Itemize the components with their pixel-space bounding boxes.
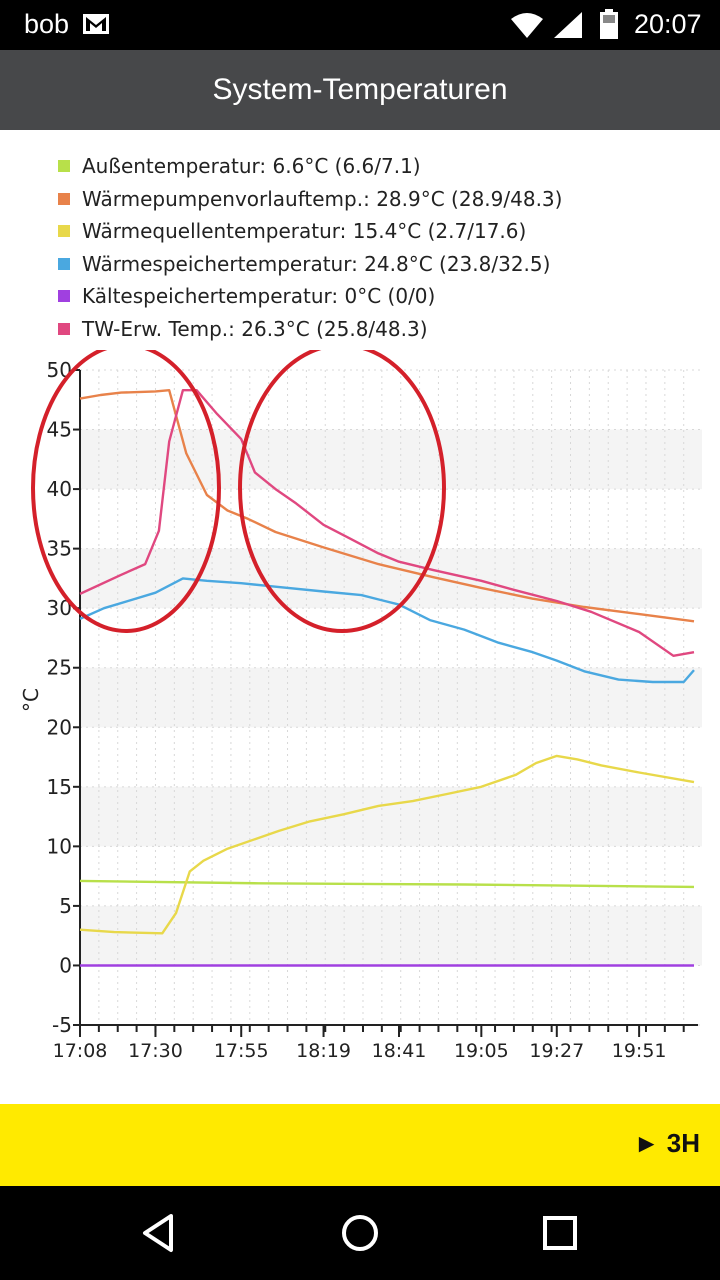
y-tick-label: 35 <box>47 537 72 561</box>
y-tick-label: -5 <box>52 1013 72 1037</box>
legend-item: Wärmespeichertemperatur: 24.8°C (23.8/32… <box>58 248 698 281</box>
grid-band <box>80 667 702 728</box>
legend-label: Kältespeichertemperatur: 0°C (0/0) <box>82 284 436 309</box>
y-tick-label: 25 <box>47 656 72 680</box>
legend-item: Außentemperatur: 6.6°C (6.6/7.1) <box>58 150 698 183</box>
legend-label: Wärmepumpenvorlauftemp.: 28.9°C (28.9/48… <box>82 186 563 211</box>
y-tick-label: 10 <box>47 834 72 858</box>
x-tick-label: 19:27 <box>529 1040 584 1062</box>
y-tick-label: 20 <box>47 715 72 739</box>
legend-swatch <box>58 192 70 205</box>
grid-band <box>80 429 702 490</box>
annotation-circle <box>238 350 446 633</box>
signal-icon <box>554 12 582 38</box>
y-tick-label: 5 <box>59 894 72 918</box>
x-tick-label: 19:51 <box>612 1040 667 1062</box>
recents-icon[interactable] <box>535 1208 585 1258</box>
home-icon[interactable] <box>335 1208 385 1258</box>
y-tick-label: 15 <box>47 775 72 799</box>
series-line <box>79 879 695 889</box>
legend-item: Kältespeichertemperatur: 0°C (0/0) <box>58 280 698 313</box>
chart-legend: Außentemperatur: 6.6°C (6.6/7.1) Wärmepum… <box>58 150 698 345</box>
legend-label: Wärmequellentemperatur: 15.4°C (2.7/17.6… <box>82 219 527 244</box>
x-tick-label: 18:19 <box>296 1040 351 1062</box>
series-line <box>79 389 695 657</box>
status-time: 20:07 <box>634 9 702 39</box>
legend-swatch <box>58 322 70 335</box>
range-3h-button[interactable]: ► 3H <box>633 1128 700 1158</box>
range-bar: ► 3H <box>0 1104 720 1186</box>
x-tick-label: 18:41 <box>372 1040 427 1062</box>
legend-swatch <box>58 225 70 238</box>
page-title: System-Temperaturen <box>212 73 508 106</box>
wifi-icon <box>511 13 543 38</box>
y-tick-label: 0 <box>59 953 72 977</box>
grid-band <box>80 786 702 847</box>
grid-band <box>80 905 702 966</box>
x-tick-label: 17:55 <box>214 1040 269 1062</box>
gmail-icon <box>83 14 109 34</box>
x-tick-label: 17:08 <box>53 1040 108 1062</box>
legend-swatch <box>58 160 70 173</box>
annotation-circle <box>31 350 221 633</box>
legend-label: Wärmespeichertemperatur: 24.8°C (23.8/32… <box>82 251 551 276</box>
legend-swatch <box>58 257 70 270</box>
y-tick-label: 40 <box>47 477 72 501</box>
status-bar: bob 20:07 <box>0 0 720 50</box>
battery-icon <box>600 9 618 39</box>
legend-swatch <box>58 290 70 303</box>
legend-label: TW-Erw. Temp.: 26.3°C (25.8/48.3) <box>82 316 428 341</box>
series-line <box>79 389 695 623</box>
y-tick-label: 45 <box>47 418 72 442</box>
legend-item: Wärmepumpenvorlauftemp.: 28.9°C (28.9/48… <box>58 183 698 216</box>
app-bar: System-Temperaturen <box>0 50 720 130</box>
series-line <box>79 754 695 935</box>
back-icon[interactable] <box>135 1208 185 1258</box>
legend-label: Außentemperatur: 6.6°C (6.6/7.1) <box>82 154 421 179</box>
x-tick-label: 17:30 <box>128 1040 183 1062</box>
legend-item: TW-Erw. Temp.: 26.3°C (25.8/48.3) <box>58 313 698 346</box>
y-axis-label: °C <box>19 688 43 712</box>
status-user: bob <box>24 9 70 39</box>
navigation-bar <box>0 1186 720 1280</box>
x-tick-label: 19:05 <box>454 1040 509 1062</box>
legend-item: Wärmequellentemperatur: 15.4°C (2.7/17.6… <box>58 215 698 248</box>
